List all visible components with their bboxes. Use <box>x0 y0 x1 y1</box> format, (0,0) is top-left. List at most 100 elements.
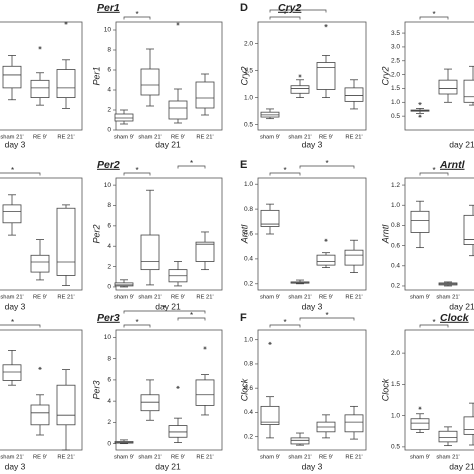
significance-bracket <box>123 16 151 20</box>
x-axis-title: day 21 <box>449 139 474 149</box>
y-tick-label: 0.6 <box>244 231 253 238</box>
box <box>114 113 134 122</box>
x-tick-label: sham 9' <box>114 135 134 141</box>
y-tick-label: 0.8 <box>244 206 253 213</box>
plot-frame <box>115 177 223 291</box>
significance-bracket <box>269 9 327 13</box>
y-axis-title: Arntl <box>380 224 390 245</box>
significance-bracket <box>123 324 151 328</box>
x-axis-title: day 3 <box>302 301 323 311</box>
x-tick-label: sham 9' <box>114 455 134 461</box>
significance-label: * <box>283 166 286 175</box>
significance-label: * <box>135 166 138 175</box>
box <box>140 234 160 271</box>
y-tick-label: 2 <box>107 107 111 114</box>
box <box>30 254 50 273</box>
gene-title: Per2 <box>97 159 120 171</box>
plot-frame <box>257 329 367 451</box>
significance-bracket <box>269 324 301 328</box>
x-axis-title: day 3 <box>5 139 26 149</box>
y-tick-label: 0.6 <box>244 385 253 392</box>
x-axis-title: day 3 <box>302 461 323 471</box>
y-tick-label: 0.4 <box>244 409 253 416</box>
y-tick-label: 0.4 <box>391 263 400 270</box>
box <box>410 418 430 430</box>
significance-label: * <box>325 311 328 320</box>
box <box>2 204 22 224</box>
x-tick-label: sham 9' <box>410 455 430 461</box>
significance-bracket <box>0 172 41 176</box>
box <box>463 79 474 103</box>
y-tick-label: 6 <box>107 67 111 74</box>
plot-frame <box>0 329 83 451</box>
outlier <box>203 346 207 350</box>
significance-bracket <box>123 310 206 314</box>
x-tick-label: sham 9' <box>410 295 430 301</box>
x-tick-label: RE 9' <box>33 135 47 141</box>
y-tick-label: 1.5 <box>391 85 400 92</box>
significance-bracket <box>123 172 151 176</box>
y-axis-title: Clock <box>239 378 249 401</box>
significance-label: * <box>325 159 328 168</box>
y-tick-label: 0 <box>107 127 111 134</box>
x-tick-label: RE 21' <box>196 455 213 461</box>
y-tick-label: 4 <box>107 87 111 94</box>
y-tick-label: 0.2 <box>244 433 253 440</box>
significance-bracket <box>177 317 206 321</box>
x-tick-label: RE 9' <box>171 455 185 461</box>
gene-title: Clock <box>440 312 470 324</box>
box <box>140 394 160 412</box>
x-tick-label: sham 21' <box>0 135 23 141</box>
box <box>260 405 280 425</box>
x-axis-title: day 3 <box>5 461 26 471</box>
y-tick-label: 1.0 <box>244 336 253 343</box>
box <box>195 241 215 262</box>
significance-bracket <box>0 324 41 328</box>
plot-frame <box>404 329 474 451</box>
box <box>344 414 364 433</box>
significance-label: * <box>432 10 435 19</box>
significance-label: * <box>135 10 138 19</box>
outlier <box>418 114 422 118</box>
x-tick-label: sham 9' <box>260 295 280 301</box>
outlier <box>176 385 180 389</box>
y-tick-label: 1.2 <box>391 182 400 189</box>
x-tick-label: sham 21' <box>436 295 459 301</box>
gene-title: Per1 <box>97 2 120 14</box>
x-tick-label: sham 21' <box>138 455 161 461</box>
box <box>195 379 215 406</box>
box <box>56 207 76 276</box>
y-tick-label: 0.5 <box>391 113 400 120</box>
x-tick-label: sham 21' <box>288 135 311 141</box>
significance-label: * <box>190 311 193 320</box>
outlier <box>176 22 180 26</box>
significance-label: * <box>135 318 138 327</box>
box <box>56 69 76 98</box>
y-tick-label: 1.0 <box>391 202 400 209</box>
significance-label: * <box>163 304 166 313</box>
x-tick-label: sham 9' <box>114 295 134 301</box>
x-tick-label: sham 21' <box>0 295 23 301</box>
box <box>344 249 364 266</box>
box <box>56 384 76 426</box>
y-tick-label: 1.0 <box>244 94 253 101</box>
significance-label: * <box>432 318 435 327</box>
significance-label: * <box>190 159 193 168</box>
box <box>410 210 430 233</box>
y-tick-label: 2.5 <box>391 57 400 64</box>
x-axis-title: day 21 <box>449 301 474 311</box>
box <box>195 81 215 109</box>
x-tick-label: sham 21' <box>0 455 23 461</box>
x-tick-label: sham 21' <box>288 455 311 461</box>
box <box>30 79 50 99</box>
y-tick-label: 1.0 <box>391 412 400 419</box>
y-axis-title: Cry2 <box>380 66 390 85</box>
plot-frame <box>0 21 83 131</box>
y-axis-title: Per1 <box>91 66 101 85</box>
y-tick-label: 8 <box>107 202 111 209</box>
box <box>438 79 458 95</box>
y-tick-label: 8 <box>107 47 111 54</box>
y-axis-title: Per2 <box>91 224 101 243</box>
outlier <box>38 366 42 371</box>
significance-bracket <box>177 165 206 169</box>
